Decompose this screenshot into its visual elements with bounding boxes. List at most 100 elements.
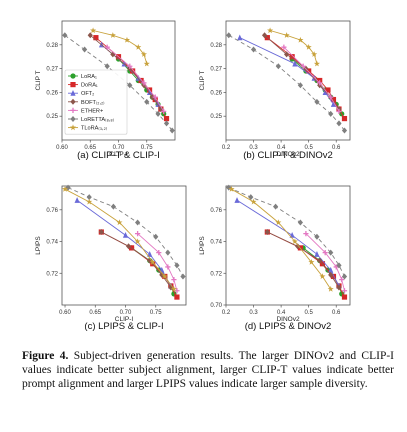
data-point: [170, 285, 177, 292]
data-point: [169, 127, 175, 134]
series: [62, 32, 175, 134]
data-point: [165, 249, 171, 256]
series: [104, 44, 167, 115]
data-point: [328, 266, 334, 273]
y-axis-label: CLIP T: [35, 70, 42, 90]
data-point: [116, 219, 123, 226]
data-point: [226, 32, 232, 39]
data-point: [228, 185, 235, 192]
series: [74, 197, 174, 289]
data-point: [140, 51, 147, 57]
legend-label: ETHER+: [81, 108, 103, 114]
series-line: [267, 231, 340, 288]
data-point: [328, 271, 334, 278]
data-point: [322, 250, 328, 256]
x-tick-label: 0.4: [277, 145, 286, 151]
x-tick-label: 0.75: [141, 145, 153, 151]
data-point: [336, 262, 342, 269]
series-line: [64, 188, 175, 290]
series: [90, 27, 150, 67]
data-point: [98, 229, 104, 236]
data-point: [163, 120, 170, 127]
data-point: [330, 96, 337, 103]
data-point: [283, 32, 290, 38]
data-point: [109, 32, 116, 38]
data-point: [314, 233, 320, 240]
subfigure-title: (d) LPIPS & DINOv2: [245, 321, 332, 332]
data-point: [317, 257, 323, 264]
data-point: [143, 60, 150, 67]
series: [98, 229, 174, 291]
series-line: [267, 231, 345, 298]
data-point: [248, 194, 254, 201]
data-point: [135, 219, 141, 226]
data-point: [275, 219, 282, 226]
x-tick-label: 0.60: [56, 145, 68, 151]
series: [264, 229, 342, 291]
data-point: [161, 108, 167, 115]
data-point: [341, 115, 348, 122]
data-point: [330, 101, 337, 107]
data-point: [234, 197, 240, 203]
x-tick-label: 0.4: [277, 310, 286, 316]
data-point: [308, 258, 315, 265]
data-point: [341, 294, 348, 300]
data-point: [327, 285, 334, 292]
series: [303, 231, 348, 294]
data-point: [135, 74, 141, 81]
plot-frame: [61, 185, 187, 306]
y-tick-label: 0.28: [46, 43, 58, 49]
x-tick-label: 0.3: [249, 145, 258, 151]
data-point: [317, 80, 323, 86]
data-point: [314, 251, 320, 257]
legend-marker: [70, 73, 76, 79]
data-point: [328, 249, 334, 256]
y-tick-label: 0.72: [210, 271, 222, 277]
legend-label: TLoRA₍₃,₂₎: [81, 126, 108, 132]
subfigure-title: (a) CLIP-T & CLIP-I: [77, 150, 160, 161]
series-line: [236, 199, 340, 287]
data-point: [61, 185, 69, 192]
data-point: [297, 36, 304, 43]
series: [281, 44, 342, 115]
data-point: [125, 243, 132, 250]
data-point: [306, 68, 312, 74]
legend-label: LoRA₁: [81, 74, 97, 80]
data-point: [322, 89, 328, 95]
y-tick-label: 0.70: [210, 303, 222, 309]
series-line: [228, 187, 345, 277]
legend-marker: [70, 98, 76, 105]
series-line: [64, 34, 173, 131]
data-point: [141, 80, 147, 86]
data-point: [341, 273, 348, 280]
x-axis-label: CLIP-I: [115, 316, 134, 323]
data-point: [155, 110, 161, 117]
data-point: [325, 87, 331, 93]
series: [65, 184, 186, 280]
data-point: [311, 51, 318, 57]
data-point: [127, 63, 133, 69]
x-tick-label: 0.5: [304, 310, 313, 316]
data-point: [305, 43, 312, 50]
data-point: [273, 203, 279, 210]
legend: LoRA₁ DoRA₁ OFT₂ BOFT₍₂,₂₎ ETHER+ LoRETTA₍₈,₈…: [64, 69, 128, 135]
data-point: [250, 198, 257, 205]
data-point: [339, 277, 345, 283]
series: [267, 27, 320, 67]
data-point: [330, 273, 337, 280]
data-point: [237, 34, 243, 41]
data-point: [149, 258, 156, 265]
data-point: [291, 238, 298, 245]
chart-d: 0.2 0.3 0.4 0.5 0.6 0.70 0.72 0.74 0.76 DINOv2 LPI…: [199, 184, 351, 332]
legend-box: [64, 69, 128, 135]
y-tick-label: 0.27: [46, 67, 58, 73]
subfigure-title: (b) CLIP-T & DINOv2: [243, 150, 333, 161]
data-point: [336, 120, 342, 127]
series-line: [228, 34, 345, 131]
x-tick-label: 0.6: [332, 310, 341, 316]
chart-b: 0.2 0.3 0.4 0.5 0.6 0.25 0.26 0.27 0.28 DINOv2 CLI…: [199, 20, 351, 161]
data-point: [123, 36, 131, 43]
series-line: [67, 187, 184, 277]
y-tick-label: 0.28: [210, 43, 222, 49]
